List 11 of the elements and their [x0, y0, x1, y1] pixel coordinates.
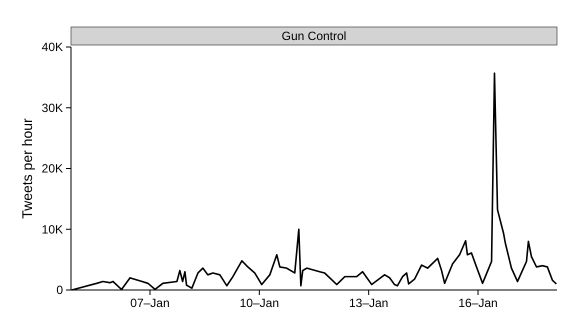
- y-tick-label: 20K: [42, 162, 63, 176]
- x-tick-label: 07–Jan: [130, 296, 170, 310]
- y-tick-label: 10K: [42, 222, 63, 236]
- x-tick-label: 10–Jan: [240, 296, 280, 310]
- y-tick-label: 0: [56, 283, 64, 298]
- y-tick-label: 40K: [42, 40, 63, 54]
- x-tick-label: 16–Jan: [458, 296, 498, 310]
- y-axis-title: Tweets per hour: [19, 118, 35, 219]
- x-tick-label: 13–Jan: [348, 296, 388, 310]
- y-tick-label: 30K: [42, 100, 63, 115]
- chart-title: Gun Control: [282, 29, 346, 43]
